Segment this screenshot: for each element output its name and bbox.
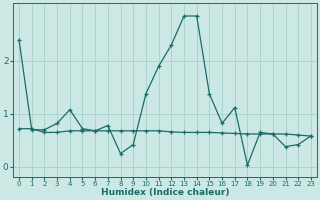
X-axis label: Humidex (Indice chaleur): Humidex (Indice chaleur) — [101, 188, 229, 197]
